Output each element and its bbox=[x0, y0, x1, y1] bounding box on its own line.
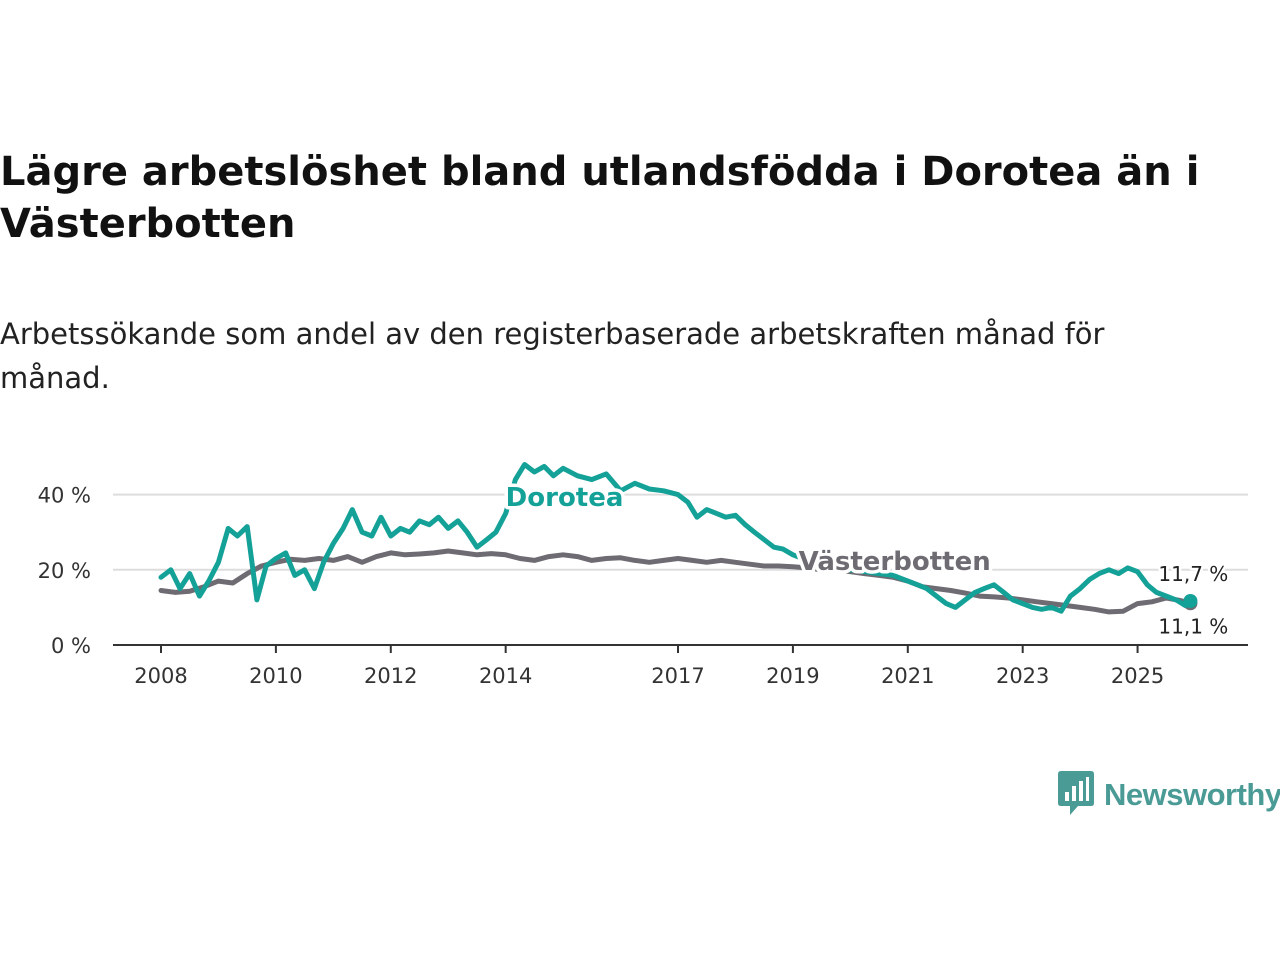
x-tick-label: 2025 bbox=[1111, 664, 1164, 688]
series-label-v-sterbotten: Västerbotten bbox=[799, 547, 991, 577]
series-labels: Dorotea Västerbotten 11,1 % 11,7 % bbox=[502, 479, 1231, 640]
x-tick-label: 2019 bbox=[766, 664, 819, 688]
x-tick-label: 2008 bbox=[134, 664, 187, 688]
x-tick-label: 2012 bbox=[364, 664, 417, 688]
end-value-label-dorotea: 11,7 % bbox=[1158, 562, 1228, 586]
chart-title: Lägre arbetslöshet bland utlandsfödda i … bbox=[0, 149, 1200, 247]
series-line-dorotea bbox=[158, 462, 1193, 614]
series-label-dorotea: Dorotea bbox=[506, 483, 624, 513]
chart-subtitle: Arbetssökande som andel av den registerb… bbox=[0, 317, 1105, 395]
newsworthy-logo-text: Newsworthy bbox=[1104, 777, 1280, 812]
x-tick-label: 2017 bbox=[651, 664, 704, 688]
y-tick-label: 0 % bbox=[51, 634, 91, 658]
newsworthy-logo: Newsworthy bbox=[1058, 770, 1280, 820]
y-axis-ticks: 0 % 20 % 40 % bbox=[38, 484, 91, 658]
series-lines bbox=[158, 462, 1198, 615]
newsworthy-logo-icon bbox=[1058, 771, 1094, 819]
x-tick-label: 2014 bbox=[479, 664, 532, 688]
end-value-label-v-sterbotten: 11,1 % bbox=[1158, 614, 1228, 638]
x-axis-ticks: 2008 2010 2012 2014 2017 2019 2021 2023 2025 bbox=[134, 645, 1164, 688]
x-tick-label: 2010 bbox=[249, 664, 302, 688]
x-tick-label: 2021 bbox=[881, 664, 934, 688]
series-line-v-sterbotten bbox=[158, 548, 1193, 615]
series-end-dot-dorotea bbox=[1183, 594, 1198, 609]
y-tick-label: 40 % bbox=[38, 484, 91, 508]
y-tick-label: 20 % bbox=[38, 559, 91, 583]
x-tick-label: 2023 bbox=[996, 664, 1049, 688]
